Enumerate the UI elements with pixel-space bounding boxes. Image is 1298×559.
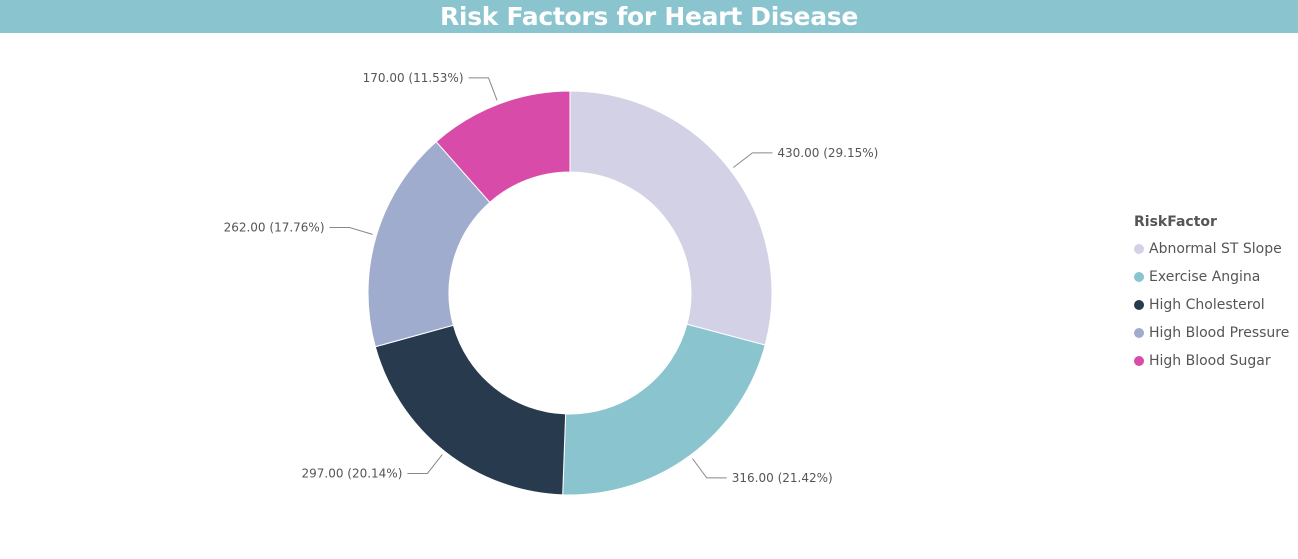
legend-marker	[1134, 328, 1144, 338]
data-label: 170.00 (11.53%)	[363, 71, 464, 85]
legend-item[interactable]: Abnormal ST Slope	[1134, 235, 1289, 263]
leader-line	[733, 152, 773, 168]
data-label: 430.00 (29.15%)	[777, 146, 878, 160]
leader-line	[329, 227, 373, 235]
leader-line	[692, 458, 727, 479]
legend-marker	[1134, 272, 1144, 282]
legend-label: Abnormal ST Slope	[1149, 241, 1282, 257]
legend-label: High Blood Pressure	[1149, 325, 1290, 341]
legend-marker	[1134, 244, 1144, 254]
title-bar: Risk Factors for Heart Disease	[0, 0, 1298, 33]
data-label: 262.00 (17.76%)	[224, 221, 325, 235]
legend-item[interactable]: Exercise Angina	[1134, 263, 1289, 291]
data-label: 297.00 (20.14%)	[301, 466, 402, 480]
legend-label: Exercise Angina	[1149, 269, 1261, 285]
legend-item[interactable]: High Cholesterol	[1134, 291, 1289, 319]
legend-marker	[1134, 356, 1144, 366]
legend-item[interactable]: High Blood Sugar	[1134, 347, 1289, 375]
leader-line	[468, 77, 498, 101]
leader-line	[407, 454, 443, 474]
legend-label: High Cholesterol	[1149, 297, 1265, 313]
legend-item[interactable]: High Blood Pressure	[1134, 319, 1289, 347]
chart-title: Risk Factors for Heart Disease	[439, 2, 859, 31]
legend: RiskFactor Abnormal ST Slope Exercise Ang…	[1134, 214, 1289, 375]
donut-slice-high-blood-sugar[interactable]	[435, 90, 571, 204]
data-label: 316.00 (21.42%)	[732, 471, 833, 485]
legend-label: High Blood Sugar	[1149, 353, 1271, 369]
donut-slice-high-blood-pressure[interactable]	[367, 140, 491, 348]
donut-slice-high-cholesterol[interactable]	[374, 324, 567, 496]
donut-slice-exercise-angina[interactable]	[562, 323, 766, 496]
donut-slice-abnormal-st-slope[interactable]	[569, 90, 773, 346]
legend-marker	[1134, 300, 1144, 310]
legend-title: RiskFactor	[1134, 214, 1217, 230]
